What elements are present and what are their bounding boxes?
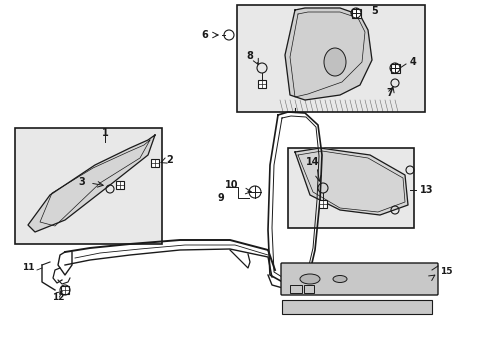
Bar [304, 285, 313, 293]
Bar [282, 300, 431, 314]
Bar [390, 63, 399, 72]
Text: 6: 6 [201, 30, 207, 40]
Polygon shape [294, 148, 407, 215]
Text: 15: 15 [439, 267, 451, 276]
Text: 8: 8 [245, 51, 252, 61]
Text: 9: 9 [217, 193, 224, 203]
Text: 2: 2 [166, 155, 173, 165]
Bar [319, 201, 326, 208]
Bar [351, 9, 360, 18]
Polygon shape [28, 135, 155, 232]
Text: 7: 7 [386, 88, 392, 98]
Text: 12: 12 [52, 293, 64, 302]
Bar [258, 80, 265, 87]
Text: 3: 3 [79, 177, 85, 187]
Text: 13: 13 [419, 185, 433, 195]
Ellipse shape [332, 275, 346, 283]
Text: 1: 1 [102, 128, 108, 138]
Text: 14: 14 [305, 157, 319, 167]
Polygon shape [285, 8, 371, 100]
Bar [287, 148, 413, 228]
Text: 4: 4 [409, 57, 416, 67]
Text: 10: 10 [225, 180, 238, 190]
Bar [116, 181, 123, 189]
Ellipse shape [324, 48, 346, 76]
Ellipse shape [299, 274, 319, 284]
FancyBboxPatch shape [281, 263, 437, 295]
Bar [289, 285, 302, 293]
Bar [61, 287, 68, 294]
Text: 5: 5 [370, 6, 377, 16]
Bar [151, 159, 158, 167]
Bar [237, 5, 424, 112]
Text: 11: 11 [22, 264, 35, 273]
Bar [15, 128, 162, 244]
